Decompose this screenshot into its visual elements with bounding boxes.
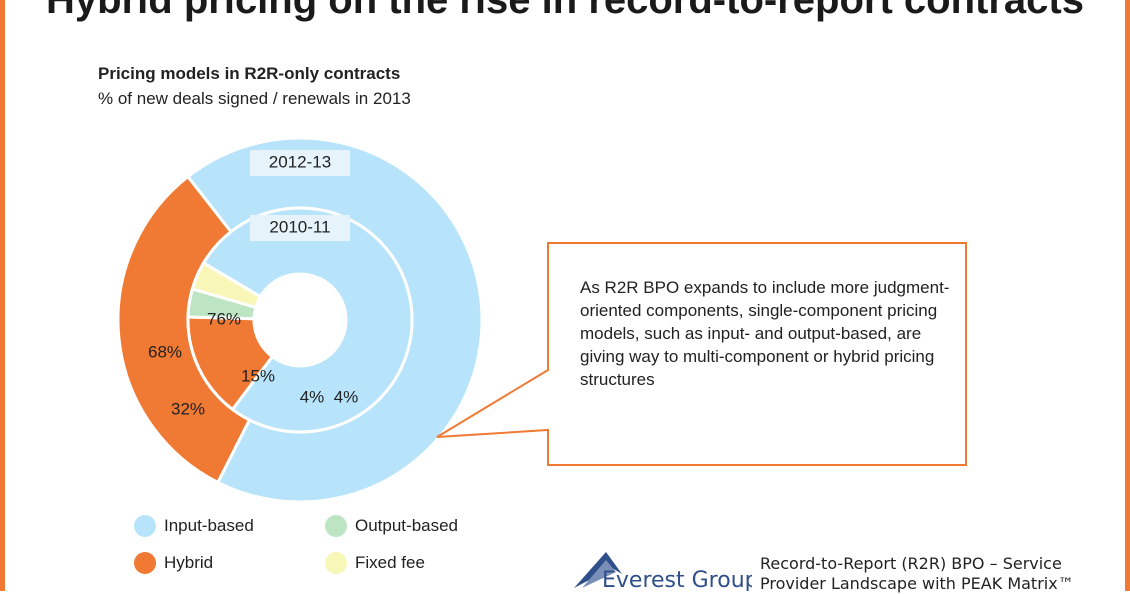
callout-text: As R2R BPO expands to include more judgm… [580, 278, 950, 389]
inner-ring-label-output-based: 4% [300, 387, 325, 406]
legend-label: Fixed fee [355, 553, 425, 572]
everest-group-logo: Everest Group [572, 548, 752, 591]
legend-item-fixed-fee: Fixed fee [325, 552, 425, 574]
inner-ring-slice-hybrid [186, 315, 275, 412]
legend-label: Hybrid [164, 553, 214, 572]
footer-line-1: Record-to-Report (R2R) BPO – Service [760, 554, 1062, 573]
inner-ring-label-input-based: 76% [207, 309, 241, 328]
footer-caption: Record-to-Report (R2R) BPO – Service Pro… [760, 554, 1074, 594]
legend-swatch-input-based [134, 515, 156, 537]
legend-item-output-based: Output-based [325, 515, 458, 537]
logo-text: Everest Group [602, 568, 752, 591]
inner-ring-name: 2010-11 [269, 217, 330, 236]
inner-ring-label-fixed-fee: 4% [334, 387, 359, 406]
inner-ring-slice-input-based [201, 206, 414, 434]
page-title: Hybrid pricing on the rise in record-to-… [46, 0, 1084, 22]
chart-subtitle: % of new deals signed / renewals in 2013 [98, 89, 411, 108]
inner-ring-label-hybrid: 15% [241, 366, 275, 385]
outer-ring-label-hybrid: 32% [171, 399, 205, 418]
callout-box [436, 242, 967, 466]
chart-title: Pricing models in R2R-only contracts [98, 64, 401, 83]
inner-ring-name-background [250, 215, 350, 241]
outer-ring-name: 2012-13 [269, 152, 331, 171]
legend-swatch-output-based [325, 515, 347, 537]
legend-label: Input-based [164, 516, 254, 535]
outer-ring-label-input-based: 68% [148, 342, 182, 361]
legend-swatch-fixed-fee [325, 552, 347, 574]
legend-item-input-based: Input-based [134, 515, 254, 537]
legend-swatch-hybrid [134, 552, 156, 574]
footer-line-2: Provider Landscape with PEAK Matrix™ [760, 574, 1074, 593]
legend-item-hybrid: Hybrid [134, 552, 213, 574]
logo-mountain-icon [574, 552, 622, 588]
legend-label: Output-based [355, 516, 459, 535]
outer-ring-name-background [250, 150, 350, 176]
